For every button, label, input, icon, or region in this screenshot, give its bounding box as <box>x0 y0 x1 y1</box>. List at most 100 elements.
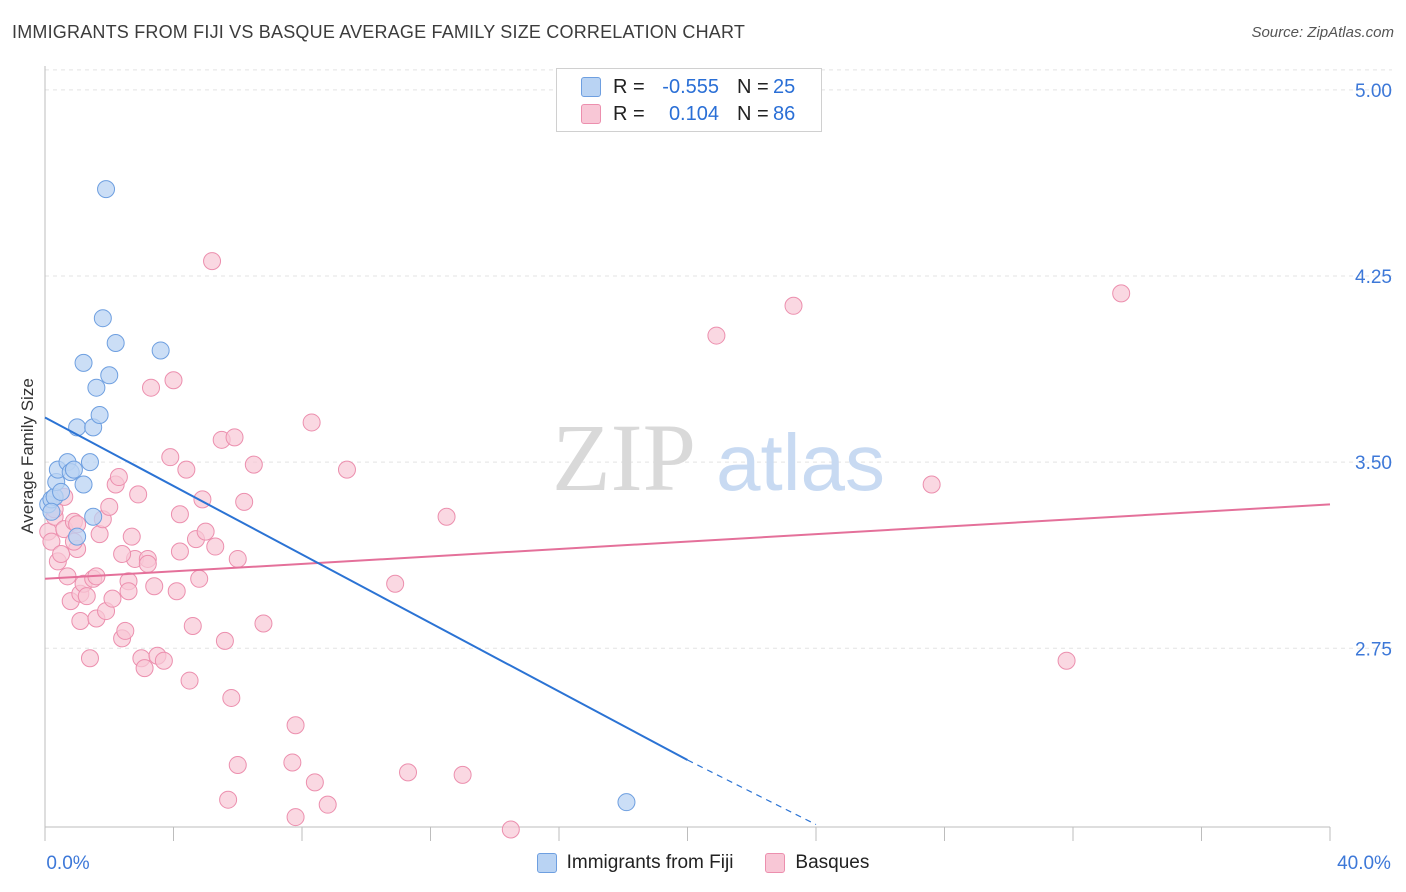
fiji-point <box>617 793 636 812</box>
basque-point <box>305 773 324 792</box>
basque-point <box>215 631 234 650</box>
y-tick-label: 5.00 <box>1355 81 1392 102</box>
basque-point <box>386 574 405 593</box>
basque-point <box>183 616 202 635</box>
n-value: 86 <box>773 102 796 125</box>
r-value: 0.104 <box>668 102 719 125</box>
watermark: ZIP atlas <box>552 404 885 511</box>
fiji-point <box>42 502 61 521</box>
basque-point <box>103 589 122 608</box>
fiji-point <box>97 180 116 199</box>
basque-point <box>286 808 305 827</box>
basque-swatch <box>581 104 601 124</box>
basque-point <box>302 413 321 432</box>
fiji-point <box>68 418 87 437</box>
basque-point <box>170 505 189 524</box>
basque-point <box>225 428 244 447</box>
basque-point <box>203 252 222 271</box>
axes <box>44 66 1331 841</box>
watermark-zip: ZIP <box>552 404 696 511</box>
basque-point <box>228 549 247 568</box>
fiji-trend-extension <box>687 759 817 826</box>
basque-point <box>453 765 472 784</box>
basque-point <box>164 371 183 390</box>
basque-point <box>180 671 199 690</box>
basque-point <box>228 755 247 774</box>
fiji-point <box>93 309 112 328</box>
fiji-point <box>74 475 93 494</box>
basque-point <box>100 497 119 516</box>
basque-point <box>1112 284 1131 303</box>
basque-point <box>109 468 128 487</box>
basque-point <box>437 507 456 526</box>
basque-point <box>190 569 209 588</box>
y-tick-label: 4.25 <box>1355 267 1392 288</box>
r-label: R = <box>613 75 645 98</box>
fiji-trend-line <box>44 416 688 761</box>
y-tick-label: 2.75 <box>1355 639 1392 660</box>
fiji-point <box>52 482 71 501</box>
legend-label-basques: Basques <box>795 852 870 873</box>
fiji-point <box>87 378 106 397</box>
x-tick-label-max: 40.0% <box>1337 853 1391 874</box>
basque-point <box>501 820 520 839</box>
legend-item-basques: Basques <box>765 852 869 874</box>
basque-point <box>283 753 302 772</box>
fiji-point <box>106 334 125 353</box>
basque-points <box>39 252 1131 839</box>
basque-point <box>77 587 96 606</box>
basque-point <box>142 378 161 397</box>
basque-point <box>784 296 803 315</box>
basque-point <box>129 485 148 504</box>
basque-point <box>167 582 186 601</box>
source-label: Source: ZipAtlas.com <box>1251 24 1394 41</box>
n-label: N = <box>737 75 769 98</box>
grid-lines <box>45 69 1392 649</box>
watermark-atlas: atlas <box>716 418 885 507</box>
basque-point <box>244 455 263 474</box>
fiji-point <box>64 460 83 479</box>
fiji-point <box>68 527 87 546</box>
basque-point <box>399 763 418 782</box>
basque-point <box>116 621 135 640</box>
basque-point <box>52 544 71 563</box>
basque-point <box>170 542 189 561</box>
basque-point <box>337 460 356 479</box>
legend-row-fiji: R = -0.555 N = 25 <box>581 75 795 99</box>
fiji-point <box>151 341 170 360</box>
basque-point <box>42 532 61 551</box>
basque-point <box>119 582 138 601</box>
basque-point <box>145 577 164 596</box>
basque-point <box>254 614 273 633</box>
legend-label-fiji: Immigrants from Fiji <box>566 852 734 873</box>
y-tick-label: 3.50 <box>1355 453 1392 474</box>
basque-point <box>222 688 241 707</box>
r-label: R = <box>613 102 645 125</box>
n-label: N = <box>737 102 769 125</box>
fiji-point <box>100 366 119 385</box>
basque-point <box>113 544 132 563</box>
fiji-point <box>84 507 103 526</box>
basque-point <box>219 790 238 809</box>
fiji-swatch <box>581 77 601 97</box>
fiji-point <box>90 405 109 424</box>
basque-point <box>318 795 337 814</box>
tick-labels: 2.75 3.50 4.25 5.00 0.0% 40.0% <box>46 81 1392 874</box>
correlation-legend: R = -0.555 N = 25 R = 0.104 N = 86 <box>556 68 822 132</box>
basque-point <box>286 716 305 735</box>
trend-lines <box>44 416 1331 826</box>
fiji-points <box>39 180 636 812</box>
fiji-point <box>74 353 93 372</box>
fiji-point <box>80 453 99 472</box>
basque-point <box>707 326 726 345</box>
basque-point <box>71 611 90 630</box>
basque-trend-line <box>44 503 1331 580</box>
basque-point <box>80 649 99 668</box>
basque-point <box>196 522 215 541</box>
basque-point <box>922 475 941 494</box>
basque-point <box>177 460 196 479</box>
legend-item-fiji: Immigrants from Fiji <box>536 852 734 874</box>
fiji-legend-swatch <box>536 853 557 873</box>
r-value: -0.555 <box>662 75 719 98</box>
